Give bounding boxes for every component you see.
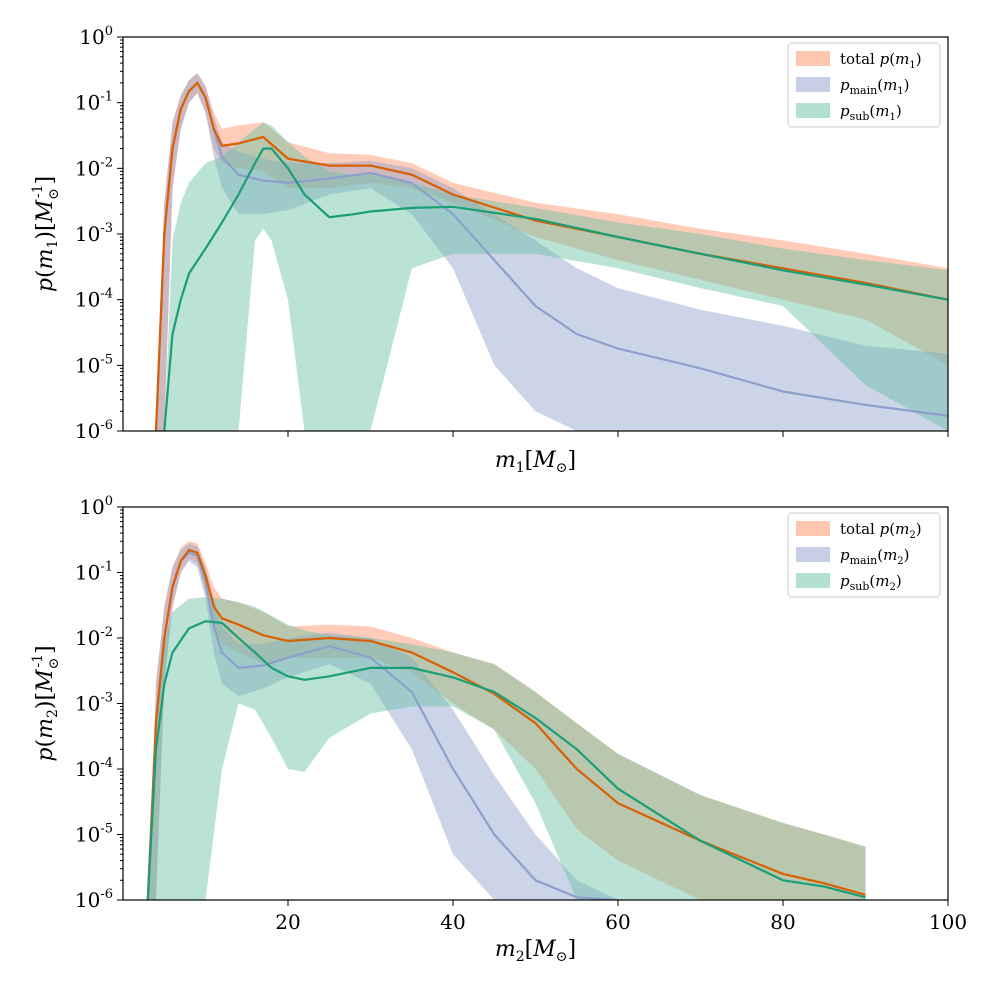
sub-median-line	[163, 147, 948, 431]
y-tick-label: 10-4	[75, 756, 113, 781]
plot-area	[154, 73, 948, 431]
panel-2: 100 10-1 10-2 10-3 10-4 10-5 10-6 20 40 60 80 100 m2…	[30, 494, 967, 965]
y-tick-label: 10-3	[75, 221, 113, 246]
x-tick-label: 100	[929, 910, 967, 934]
y-axis-label: p(m1)[M⊙-1]	[30, 176, 62, 292]
legend-label-sub: psub(m1)	[840, 102, 902, 123]
x-tick-label: 40	[440, 910, 465, 934]
legend-swatch-main	[796, 547, 830, 562]
legend-swatch-total	[796, 51, 830, 66]
y-tick-label: 10-1	[75, 560, 113, 585]
legend-label-main: pmain(m2)	[840, 546, 910, 567]
y-tick-label: 10-2	[75, 625, 113, 650]
y-tick-label: 10-3	[75, 691, 113, 716]
x-tick-label: 60	[605, 910, 630, 934]
y-tick-label: 100	[79, 24, 113, 49]
y-tick-label: 10-6	[75, 418, 113, 443]
y-tick-label: 10-4	[75, 287, 113, 312]
legend-label-total: total p(m2)	[840, 520, 922, 541]
legend-swatch-sub	[796, 103, 830, 118]
y-tick-label: 10-1	[75, 90, 113, 115]
y-tick-label: 10-5	[75, 822, 113, 847]
x-axis-label: m2[M⊙]	[495, 937, 576, 965]
legend-swatch-sub	[796, 573, 830, 588]
y-axis-label: p(m2)[M⊙-1]	[30, 645, 62, 761]
y-tick-label: 10-2	[75, 155, 113, 180]
legend-label-total: total p(m1)	[840, 50, 922, 71]
x-axis-label: m1[M⊙]	[495, 448, 576, 476]
y-tick-label: 10-6	[75, 887, 113, 912]
main-band	[147, 543, 619, 900]
sub-band	[147, 597, 866, 900]
sub-band	[164, 122, 948, 431]
legend: total p(m2) pmain(m2) psub(m2)	[787, 512, 941, 598]
legend: total p(m1) pmain(m1) psub(m1)	[787, 42, 941, 128]
main-band	[156, 73, 948, 431]
total-median-line	[146, 548, 866, 900]
x-tick-label: 80	[770, 910, 795, 934]
legend-swatch-total	[796, 521, 830, 536]
y-tick-label: 100	[79, 494, 113, 519]
legend-swatch-main	[796, 77, 830, 92]
legend-label-sub: psub(m2)	[840, 572, 902, 593]
panel-1: 100 10-1 10-2 10-3 10-4 10-5 10-6 m1[M⊙] p(m1)[M…	[30, 24, 949, 476]
total-band	[156, 73, 948, 431]
legend-label-main: pmain(m1)	[840, 76, 910, 97]
plot-area	[146, 541, 866, 900]
sub-median-line	[146, 620, 866, 900]
y-tick-label: 10-5	[75, 352, 113, 377]
total-band	[147, 541, 866, 900]
x-tick-label: 20	[275, 910, 300, 934]
